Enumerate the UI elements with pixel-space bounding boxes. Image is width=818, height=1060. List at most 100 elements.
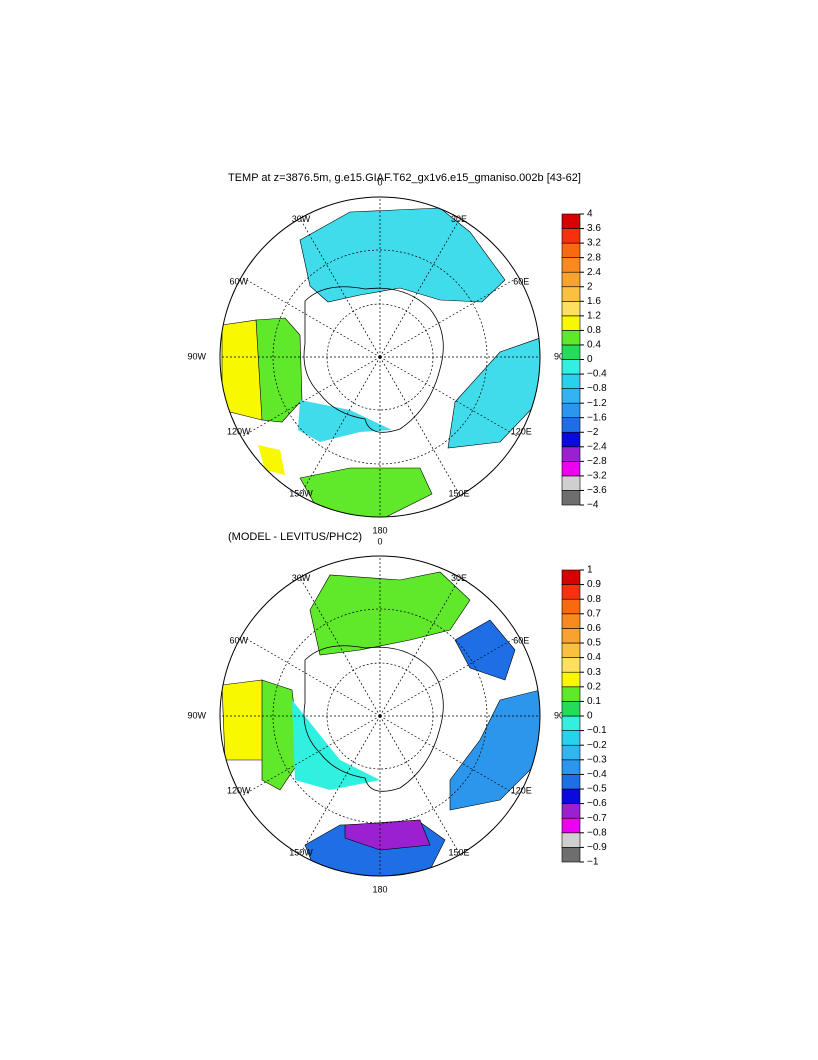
longitude-label: 30E — [451, 573, 467, 583]
colorbar-swatch — [561, 271, 581, 288]
colorbar-tick-label: 0.5 — [587, 638, 601, 649]
meridian — [379, 715, 519, 797]
meridian — [379, 276, 519, 358]
colorbar-tick-label: −1 — [587, 857, 599, 868]
meridian — [299, 356, 381, 496]
longitude-label: 150E — [448, 848, 469, 858]
longitude-label: 60W — [230, 635, 249, 645]
longitude-label: 30E — [451, 214, 467, 224]
colorbar-swatch — [561, 744, 581, 761]
longitude-label: 90W — [187, 710, 206, 720]
colorbar-tick-label: −1.6 — [587, 412, 607, 423]
colorbar-swatch — [561, 300, 581, 317]
longitude-label: 120E — [511, 426, 532, 436]
colorbar-swatch — [561, 657, 581, 673]
colorbar-swatch — [561, 701, 581, 717]
coastline — [303, 645, 444, 792]
colorbar-tick-label: 3.2 — [587, 238, 601, 249]
longitude-label: 60E — [513, 635, 529, 645]
colorbar-swatch — [561, 461, 581, 477]
longitude-label: 90W — [187, 351, 206, 361]
colorbar-tick-label: −0.3 — [587, 754, 607, 765]
colorbar-tick-label: −4 — [587, 500, 599, 511]
colorbar-tick-label: 0.9 — [587, 579, 601, 590]
longitude-label: 0 — [377, 177, 382, 187]
colorbar-tick-label: 1.6 — [587, 296, 601, 307]
colorbar-swatch — [561, 257, 581, 273]
colorbar-swatch — [561, 686, 581, 702]
colorbar-swatch — [561, 642, 581, 658]
colorbar-swatch — [561, 774, 581, 790]
colorbar-tick-label: −0.4 — [587, 769, 607, 780]
colorbar-tick-label: −3.6 — [587, 485, 607, 496]
colorbar-tick-label: −1.2 — [587, 398, 607, 409]
colorbar-tick-label: −0.1 — [587, 725, 607, 736]
longitude-label: 60E — [513, 276, 529, 286]
colorbar-swatch — [561, 330, 581, 346]
colorbar-swatch — [561, 832, 581, 848]
longitude-label: 180 — [372, 525, 387, 535]
meridian — [299, 577, 381, 717]
meridian — [241, 276, 381, 358]
longitude-label: 0 — [377, 536, 382, 546]
meridian — [379, 218, 461, 358]
colorbar-tick-label: 2.8 — [587, 252, 601, 263]
colorbar-tick-label: −0.6 — [587, 798, 607, 809]
colorbar-tick-label: −0.4 — [587, 369, 607, 380]
colorbar-swatch — [561, 788, 581, 804]
colorbar-swatch — [561, 344, 581, 360]
colorbar-swatch — [561, 431, 581, 448]
colorbar-tick-label: −2.8 — [587, 456, 607, 467]
meridian — [299, 218, 381, 358]
colorbar-swatch — [561, 242, 581, 258]
coastline — [303, 286, 444, 433]
longitude-label: 30W — [292, 214, 311, 224]
colorbar-swatch — [561, 628, 581, 644]
colorbar-tick-label: 1.2 — [587, 310, 601, 321]
meridian — [241, 356, 381, 438]
colorbar-swatch — [561, 671, 581, 688]
colorbar-swatch — [561, 286, 581, 302]
colorbar-swatch — [561, 613, 581, 629]
colorbar-tick-label: −0.2 — [587, 740, 607, 751]
colorbar-tick-label: 0.4 — [587, 340, 601, 351]
colorbar-swatch — [561, 759, 581, 775]
colorbar-tick-label: 2.4 — [587, 267, 601, 278]
colorbar-tick-label: 2 — [587, 281, 593, 292]
colorbar-swatch — [561, 715, 581, 731]
colorbar-tick-label: 0.8 — [587, 325, 601, 336]
colorbar-swatch — [561, 359, 581, 375]
longitude-label: 120W — [227, 426, 251, 436]
panel-title: TEMP at z=3876.5m, g.e15.GIAF.T62_gx1v6.… — [228, 172, 581, 184]
colorbar-tick-label: 0.8 — [587, 594, 601, 605]
colorbar-tick-label: 0.7 — [587, 608, 601, 619]
colorbar-swatch — [561, 847, 581, 863]
colorbar-swatch — [561, 475, 581, 491]
colorbar-swatch — [561, 315, 581, 331]
meridian — [299, 715, 381, 855]
colorbar-tick-label: −2.4 — [587, 441, 607, 452]
meridian — [379, 577, 461, 717]
longitude-label: 150W — [289, 489, 313, 499]
longitude-label: 180 — [372, 884, 387, 894]
meridian — [379, 715, 461, 855]
longitude-label: 120W — [227, 785, 251, 795]
colorbar-tick-label: 4 — [587, 209, 593, 220]
longitude-label: 60W — [230, 276, 249, 286]
meridian — [379, 635, 519, 717]
longitude-label: 150W — [289, 848, 313, 858]
colorbar-swatch — [561, 584, 581, 600]
colorbar-swatch — [561, 213, 581, 229]
colorbar-tick-label: −3.2 — [587, 471, 607, 482]
colorbar-tick-label: −0.8 — [587, 827, 607, 838]
longitude-label: 120E — [511, 785, 532, 795]
colorbar-swatch — [561, 228, 581, 244]
colorbar-swatch — [561, 569, 581, 585]
colorbar-tick-label: 0.4 — [587, 652, 601, 663]
colorbar-swatch — [561, 490, 581, 506]
colorbar-swatch — [561, 373, 581, 389]
colorbar-tick-label: 0.1 — [587, 696, 601, 707]
meridian — [379, 356, 519, 438]
